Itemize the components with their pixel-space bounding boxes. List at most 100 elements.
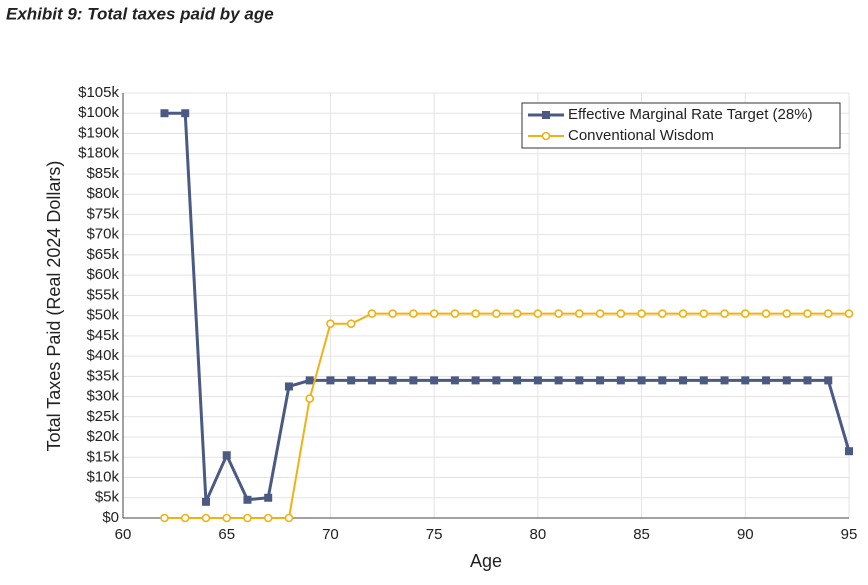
marker <box>658 309 667 318</box>
marker <box>284 382 293 391</box>
marker <box>658 376 667 385</box>
marker <box>803 309 812 318</box>
marker <box>513 376 522 385</box>
marker <box>823 309 833 318</box>
y-tick-label: $5k <box>95 489 120 506</box>
y-tick-label: $105k <box>78 84 119 101</box>
marker <box>720 309 729 318</box>
y-axis-label: Total Taxes Paid (Real 2024 Dollars) <box>44 161 64 452</box>
marker <box>762 376 771 385</box>
marker <box>409 376 418 385</box>
marker <box>637 309 646 318</box>
chart-title: Exhibit 9: Total taxes paid by age <box>6 4 274 23</box>
marker <box>512 309 522 318</box>
marker <box>720 376 729 385</box>
legend-box <box>521 102 841 149</box>
marker <box>450 309 460 318</box>
y-tick-label: $80k <box>86 185 119 202</box>
marker <box>824 376 833 385</box>
legend-label: Effective Marginal Rate Target (28%) <box>568 106 813 123</box>
marker <box>181 109 190 118</box>
marker <box>450 376 459 385</box>
series-line <box>164 312 849 519</box>
marker <box>326 376 335 385</box>
y-tick-label: $60k <box>86 266 119 283</box>
marker <box>782 309 792 318</box>
marker <box>243 513 252 523</box>
marker <box>678 309 688 318</box>
marker <box>616 376 625 385</box>
y-tick-label: $25k <box>86 408 119 425</box>
y-tick-label: $0 <box>102 509 119 526</box>
legend-label: Conventional Wisdom <box>568 127 714 144</box>
marker <box>595 309 605 318</box>
y-tick-label: $45k <box>86 327 119 344</box>
y-tick-label: $70k <box>86 226 119 243</box>
marker <box>222 513 232 523</box>
y-tick-label: $50k <box>86 307 119 324</box>
marker <box>740 309 750 318</box>
y-tick-label: $30k <box>86 388 119 405</box>
marker <box>782 376 791 385</box>
legend: Effective Marginal Rate Target (28%) Conv… <box>521 102 841 149</box>
marker <box>845 447 853 456</box>
marker <box>554 309 563 318</box>
marker <box>741 376 750 385</box>
marker <box>471 309 480 318</box>
marker <box>679 376 688 385</box>
marker <box>305 394 314 403</box>
marker <box>388 376 397 385</box>
marker <box>201 513 211 523</box>
marker <box>222 451 231 460</box>
y-tick-label: $65k <box>86 246 119 263</box>
marker <box>264 493 273 502</box>
plot-area <box>123 93 849 518</box>
marker <box>699 376 708 385</box>
x-tick-label: 60 <box>115 526 132 543</box>
x-tick-label: 85 <box>633 526 650 543</box>
marker <box>388 309 397 318</box>
marker <box>575 309 584 318</box>
legend-marker <box>541 131 551 141</box>
marker <box>699 309 709 318</box>
marker <box>305 376 314 385</box>
marker <box>803 376 812 385</box>
marker <box>761 309 771 318</box>
x-axis-label: Age <box>470 551 502 571</box>
marker <box>347 376 356 385</box>
y-tick-label: $180k <box>78 145 119 162</box>
marker <box>533 376 542 385</box>
marker <box>492 309 501 318</box>
y-tick-label: $35k <box>86 367 119 384</box>
marker <box>160 109 169 118</box>
y-tick-label: $85k <box>86 165 119 182</box>
x-tick-label: 70 <box>322 526 339 543</box>
marker <box>326 319 335 329</box>
marker <box>367 376 376 385</box>
marker <box>429 309 439 318</box>
marker <box>160 513 169 523</box>
y-tick-label: $15k <box>86 448 119 465</box>
marker <box>243 495 252 504</box>
x-tick-label: 80 <box>530 526 547 543</box>
marker <box>554 376 563 385</box>
y-tick-label: $10k <box>86 468 119 485</box>
x-tick-label: 90 <box>737 526 754 543</box>
x-tick-label: 95 <box>841 526 858 543</box>
y-tick-label: $55k <box>86 286 119 303</box>
marker <box>201 497 210 506</box>
marker <box>637 376 646 385</box>
y-tick-label: $75k <box>86 205 119 222</box>
marker <box>844 309 854 318</box>
marker <box>596 376 605 385</box>
marker <box>533 309 543 318</box>
marker <box>492 376 501 385</box>
marker <box>367 309 377 318</box>
y-tick-label: $40k <box>86 347 119 364</box>
marker <box>263 513 273 523</box>
x-tick-label: 65 <box>218 526 235 543</box>
marker <box>409 309 418 318</box>
y-tick-label: $100k <box>78 104 119 121</box>
marker <box>346 319 356 329</box>
